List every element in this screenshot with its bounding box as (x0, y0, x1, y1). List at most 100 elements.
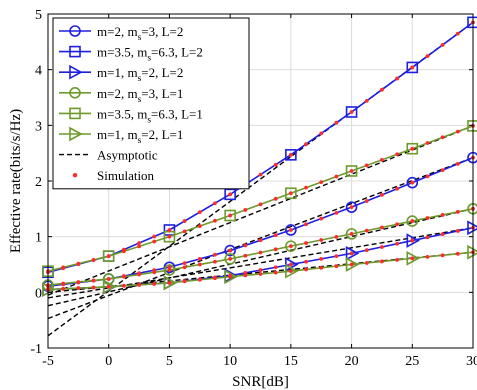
series-4-asymptote-line (47, 208, 474, 307)
x-tick-label: 10 (223, 354, 237, 369)
series-3-simulation-point (440, 232, 445, 237)
legend-label-1: m=2, ms=3, L=2 (97, 24, 183, 43)
legend-label-6: m=1, ms=2, L=1 (97, 127, 183, 146)
simulation-points (46, 20, 475, 292)
series-6-simulation-point (395, 258, 400, 262)
series-5-marker (224, 209, 236, 222)
series-5-simulation-point (121, 249, 126, 254)
series-2-simulation-point (213, 201, 217, 206)
series-6-simulation-point (167, 280, 172, 285)
series-3-simulation-point (304, 259, 308, 264)
series-5-simulation-point (167, 234, 172, 239)
series-3-simulation-point (319, 257, 324, 261)
x-tick-label: -5 (42, 354, 54, 369)
series-1-simulation-point (349, 205, 354, 210)
axis-ticks: -5 0 5 10 15 20 25 30 -1 0 1 2 3 4 5 (30, 8, 477, 369)
series-4-simulation-point (121, 274, 126, 279)
series-6-simulation-point (121, 283, 126, 288)
series-6-simulation-point (304, 267, 308, 272)
series-2-simulation-point (258, 172, 263, 177)
series-2-simulation-point (304, 142, 308, 147)
series-6-marker (345, 257, 360, 272)
series-5-simulation-point (304, 185, 308, 190)
series-6-marker (406, 251, 420, 266)
series-6-simulation-point (380, 259, 384, 264)
series-1-simulation-point (228, 248, 233, 253)
series-1-simulation-point (395, 186, 400, 191)
legend-marker-5 (69, 107, 81, 120)
series-6-simulation-point (455, 251, 460, 256)
series-6-simulation-point (334, 264, 339, 269)
legend-marker-2 (69, 45, 81, 58)
series-4-simulation-point (380, 225, 384, 230)
series-5-asymptote-line (47, 125, 474, 296)
series-4-simulation-point (455, 209, 460, 214)
series-4-marker (163, 264, 176, 276)
x-tick-label: 30 (466, 354, 477, 369)
series-6-marker (285, 263, 299, 279)
series-4-simulation-point (334, 235, 339, 239)
legend-label-2: m=3.5, ms=6.3, L=2 (97, 45, 203, 64)
legend-label-5: m=3.5, ms=6.3, L=1 (97, 106, 203, 125)
series-2-simulation-point (319, 131, 324, 136)
series-1-simulation-point (288, 228, 293, 232)
y-tick-label: -1 (30, 342, 42, 357)
series-4-simulation-point (319, 238, 324, 242)
series-5-simulation-point (288, 191, 293, 196)
series-5-simulation-point (137, 244, 141, 249)
series-4-simulation-point (197, 262, 202, 267)
series-5-simulation-point (106, 254, 111, 259)
series-1-simulation-point (364, 199, 369, 203)
series-4-simulation-point (137, 272, 141, 277)
series-4-simulation-point (425, 216, 430, 220)
series-4-simulation-point (364, 228, 369, 233)
series-5-simulation-point (228, 213, 233, 218)
series-2-marker (406, 61, 419, 74)
series-1-simulation-point (304, 222, 308, 227)
series-4-simulation-point (76, 280, 81, 284)
series-2-simulation-point (228, 192, 233, 197)
series-6-simulation-point (288, 269, 293, 274)
series-4-simulation-point (273, 247, 278, 252)
series-2-simulation-point (137, 241, 141, 245)
series-2-simulation-point (395, 76, 400, 81)
series-3-simulation-point (258, 268, 263, 272)
series-4-simulation-point (410, 219, 415, 223)
series-4-simulation-point (152, 270, 157, 275)
series-6-simulation-point (319, 265, 324, 270)
series-5-simulation-point (364, 163, 369, 168)
series-4-simulation-point (167, 268, 172, 272)
series-6-simulation-point (91, 285, 96, 290)
x-tick-label: 0 (105, 354, 112, 369)
legend-label-asymptotic: Asymptotic (97, 148, 158, 163)
legend-marker-6 (69, 126, 83, 142)
series-4-simulation-point (243, 253, 248, 258)
series-5-simulation-point (182, 229, 187, 234)
legend-marker-4 (69, 87, 81, 99)
series-1-simulation-point (273, 233, 278, 238)
series-4-simulation-point (258, 250, 263, 255)
y-axis-label: Effective rate(bits/s/Hz) (8, 109, 24, 253)
series-5-marker (406, 142, 419, 155)
series-3-simulation-point (349, 251, 354, 256)
y-tick-label: 2 (35, 175, 42, 190)
series-4-marker (224, 253, 236, 265)
series-1-simulation-point (455, 161, 460, 166)
series-6-simulation-point (137, 282, 141, 287)
series-4-simulation-point (349, 231, 354, 236)
series-3-marker (406, 233, 420, 248)
x-tick-label: 20 (345, 354, 359, 369)
y-tick-label: 1 (35, 231, 42, 246)
series-5-simulation-point (213, 218, 217, 223)
legend-marker-3 (69, 64, 83, 80)
series-2-simulation-point (182, 219, 187, 223)
series-2-marker (224, 188, 236, 201)
series-5-marker (345, 165, 358, 177)
series-5-simulation-point (334, 174, 339, 179)
series-6-simulation-point (258, 272, 263, 276)
series-4-marker (406, 215, 419, 227)
x-axis-label: SNR[dB] (232, 374, 289, 390)
series-4-simulation-point (440, 213, 445, 217)
series-5-simulation-point (76, 261, 81, 266)
legend-label-simulation: Simulation (97, 168, 155, 183)
